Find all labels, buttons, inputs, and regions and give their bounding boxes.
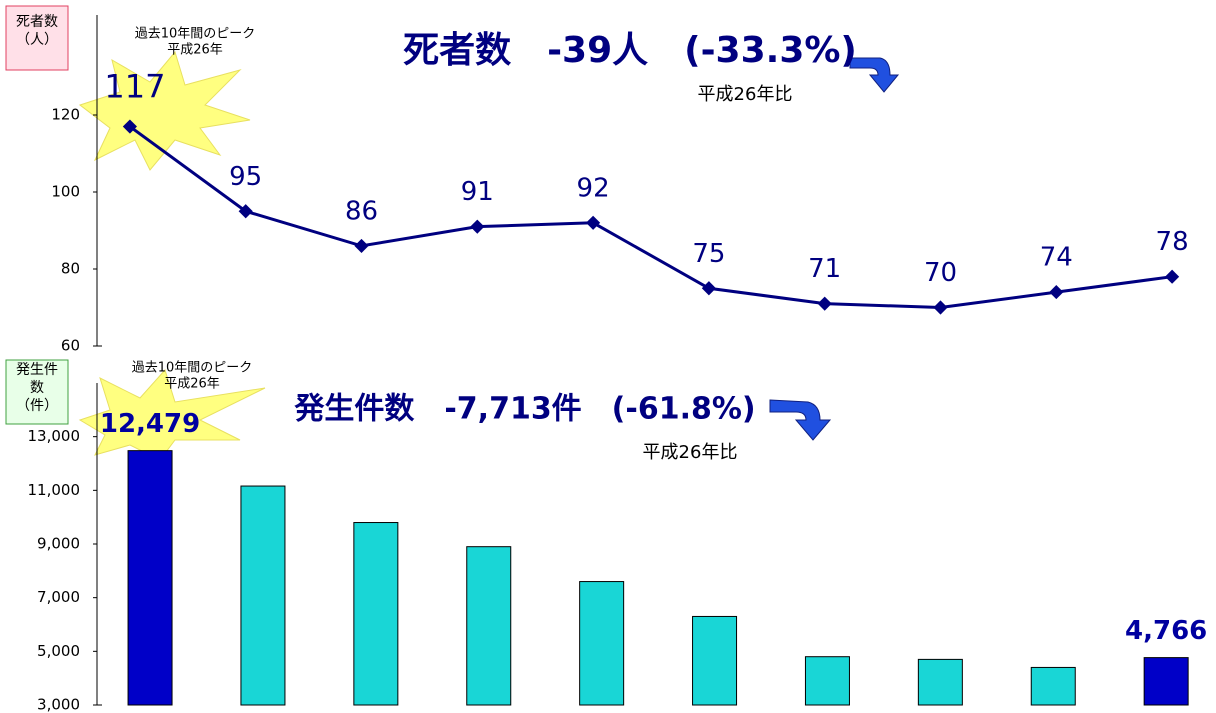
annotation: 過去10年間のピーク (135, 27, 256, 42)
chart: 6080100120死者数（人）過去10年間のピーク平成26年死者数 -39人 … (0, 0, 1216, 713)
data-label: 86 (345, 196, 378, 226)
point (818, 297, 832, 311)
y-tick-label: 80 (61, 260, 80, 278)
y-tick-label: 60 (61, 337, 80, 355)
bar (805, 657, 849, 705)
y-tick-label: 120 (51, 106, 80, 124)
point (1165, 270, 1179, 284)
y-tick-label: 100 (51, 183, 80, 201)
headline-note: 平成26年比 (643, 442, 738, 463)
y-tick-label: 7,000 (37, 588, 80, 606)
point (354, 239, 368, 253)
data-label: 75 (692, 239, 725, 269)
y-axis-label: （人） (16, 32, 58, 48)
annotation: 平成26年 (167, 43, 223, 58)
point (586, 216, 600, 230)
data-label: 92 (577, 173, 610, 203)
headline-note: 平成26年比 (698, 84, 793, 105)
bar (693, 616, 737, 705)
bar (241, 486, 285, 705)
arrow-icon (850, 58, 898, 92)
annotation: 平成26年 (164, 377, 220, 392)
data-label: 74 (1040, 243, 1073, 273)
data-label: 95 (229, 162, 262, 192)
page: {"chart_data": [ {"type": "line", "title… (0, 0, 1216, 713)
line (130, 127, 1172, 308)
y-axis-label: 発生件 (16, 362, 58, 378)
bar (128, 451, 172, 705)
headline: 発生件数 -7,713件 (-61.8%) (293, 392, 755, 427)
data-label: 70 (924, 258, 957, 288)
bar (580, 582, 624, 705)
arrow-icon (770, 400, 830, 440)
point (470, 220, 484, 234)
y-tick-label: 5,000 (37, 642, 80, 660)
data-label: 91 (461, 177, 494, 207)
bar (1031, 667, 1075, 705)
point (1049, 285, 1063, 299)
y-axis-label: 死者数 (16, 14, 58, 30)
headline: 死者数 -39人 (-33.3%) (403, 30, 857, 71)
y-axis-label: （件） (16, 398, 58, 414)
data-label: 12,479 (100, 409, 200, 439)
point (933, 300, 947, 314)
y-tick-label: 11,000 (28, 481, 81, 499)
bar (354, 523, 398, 705)
bar (918, 659, 962, 705)
data-label: 78 (1156, 227, 1189, 257)
data-label: 117 (104, 68, 165, 106)
bar (1144, 658, 1188, 705)
data-label: 4,766 (1125, 616, 1207, 646)
y-tick-label: 13,000 (28, 427, 81, 445)
bar (467, 547, 511, 705)
point (702, 281, 716, 295)
data-label: 71 (808, 254, 841, 284)
annotation: 過去10年間のピーク (132, 361, 253, 376)
y-axis-label: 数 (30, 380, 44, 396)
y-tick-label: 9,000 (37, 535, 80, 553)
y-tick-label: 3,000 (37, 696, 80, 713)
